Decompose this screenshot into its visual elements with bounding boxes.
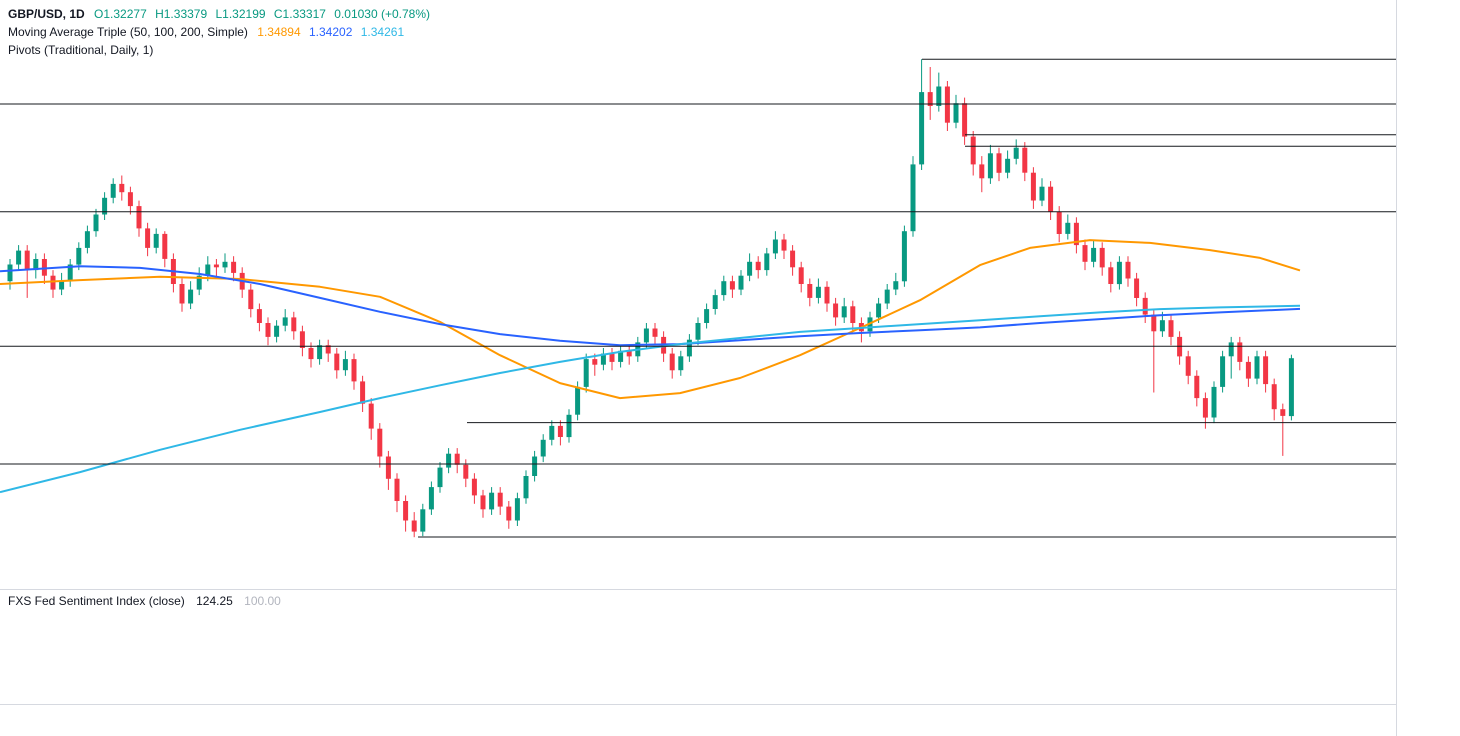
sentiment-baseline-value: 100.00 [244, 594, 281, 608]
change-value: 0.01030 (+0.78%) [334, 7, 431, 21]
main-legend: GBP/USD, 1D O1.32277 H1.33379 L1.32199 C… [8, 5, 435, 59]
ohlc-low: L1.32199 [215, 7, 266, 21]
ohlc-open: O1.32277 [94, 7, 147, 21]
pivots-legend-row: Pivots (Traditional, Daily, 1) [8, 41, 435, 59]
ma200-value: 1.34261 [360, 25, 405, 39]
ma100-value: 1.34202 [309, 25, 353, 39]
candles-layer [7, 59, 1294, 538]
time-axis[interactable] [0, 706, 1396, 736]
ma-line-sma50[interactable] [0, 239, 1301, 400]
sentiment-legend: FXS Fed Sentiment Index (close) 124.25 1… [8, 594, 281, 608]
ma-legend-row: Moving Average Triple (50, 100, 200, Sim… [8, 23, 435, 41]
symbol-title[interactable]: GBP/USD, 1D [8, 7, 85, 21]
symbol-legend-row: GBP/USD, 1D O1.32277 H1.33379 L1.32199 C… [8, 5, 435, 23]
price-scale[interactable] [1396, 0, 1460, 736]
sentiment-indicator-label[interactable]: FXS Fed Sentiment Index (close) [8, 594, 185, 608]
ohlc-close: C1.33317 [273, 7, 326, 21]
main-chart-svg[interactable] [0, 0, 1396, 590]
ma50-value: 1.34894 [257, 25, 301, 39]
sentiment-value: 124.25 [196, 594, 233, 608]
main-chart-pane[interactable]: GBP/USD, 1D O1.32277 H1.33379 L1.32199 C… [0, 0, 1396, 590]
ma-line-sma100[interactable] [0, 265, 1301, 347]
sentiment-pane[interactable] [0, 590, 1396, 705]
ohlc-high: H1.33379 [155, 7, 208, 21]
ma-line-sma200[interactable] [0, 304, 1301, 494]
pivots-indicator-label[interactable]: Pivots (Traditional, Daily, 1) [8, 43, 154, 57]
ma-indicator-label[interactable]: Moving Average Triple (50, 100, 200, Sim… [8, 25, 248, 39]
